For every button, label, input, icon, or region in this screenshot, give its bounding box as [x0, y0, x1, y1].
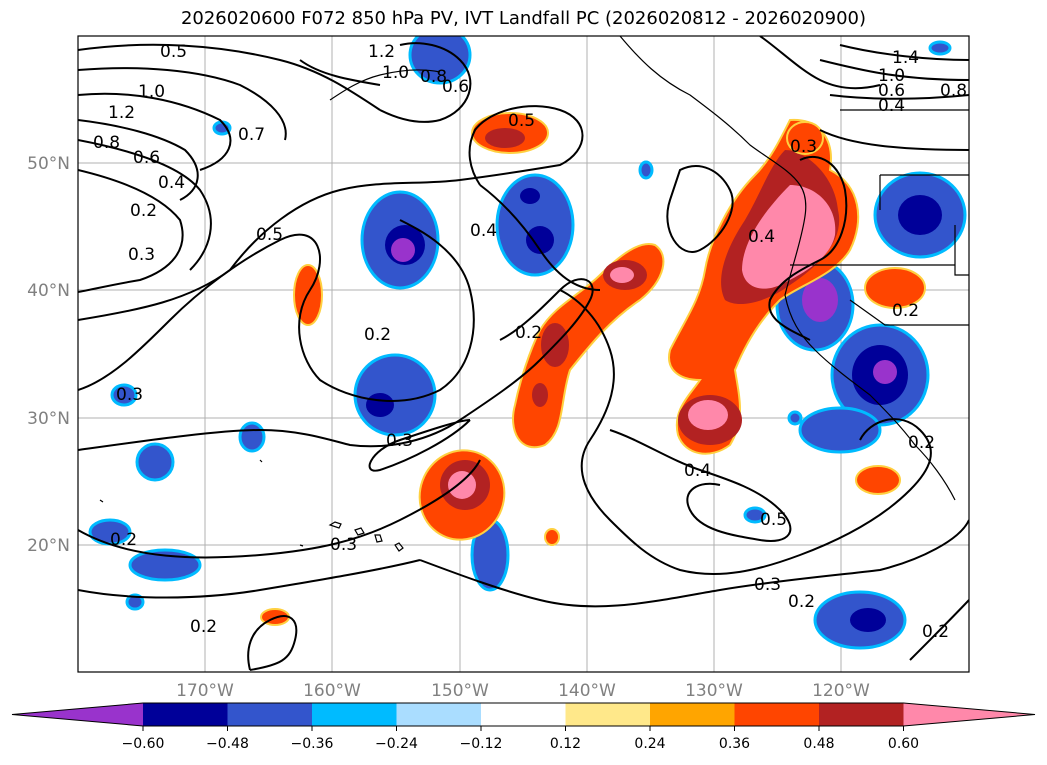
lon-label: 120°W [812, 681, 870, 701]
colorbar-segment [396, 703, 482, 726]
contour-label: 0.3 [128, 245, 155, 265]
lon-label: 140°W [558, 681, 616, 701]
colorbar-tick-label: 0.12 [550, 736, 581, 752]
colorbar-segment [819, 703, 904, 726]
lon-label: 150°W [431, 681, 489, 701]
map-title: 2026020600 F072 850 hPa PV, IVT Landfall… [180, 8, 867, 29]
latitude-labels: 50°N 40°N 30°N 20°N [27, 154, 70, 556]
colorbar-tick-label: 0.24 [634, 736, 665, 752]
contour-label: 1.0 [382, 63, 409, 83]
contour-label: 0.4 [748, 227, 775, 247]
lon-label: 160°W [303, 681, 361, 701]
contour-label: 0.8 [93, 133, 120, 153]
contour-label: 0.2 [130, 201, 157, 221]
colorbar-extend-high [903, 703, 1035, 726]
contour-label: 0.7 [238, 125, 265, 145]
lon-label: 130°W [685, 681, 743, 701]
contour-label: 0.4 [158, 173, 185, 193]
contour-label: 0.4 [470, 221, 497, 241]
contour-labels: 0.5 1.2 1.0 0.8 0.6 1.4 1.0 0.6 0.4 0.8 … [93, 42, 967, 642]
map-plot-area: 0.5 1.2 1.0 0.8 0.6 1.4 1.0 0.6 0.4 0.8 … [78, 36, 969, 672]
contour-label: 1.0 [138, 82, 165, 102]
contour-label: 0.6 [442, 77, 469, 97]
colorbar-tick-label: −0.12 [460, 736, 503, 752]
contour-label: 0.2 [788, 592, 815, 612]
contour-label: 0.5 [760, 510, 787, 530]
contour-label: 0.3 [754, 575, 781, 595]
positive-pv-shading [260, 112, 926, 626]
colorbar-segment [565, 703, 651, 726]
colorbar-segment [481, 703, 566, 726]
contour-label: 0.2 [515, 323, 542, 343]
contour-label: 0.2 [190, 617, 217, 637]
contour-label: 0.5 [508, 111, 535, 131]
contour-label: 0.3 [330, 535, 357, 555]
contour-label: 0.6 [133, 148, 160, 168]
contour-label: 1.4 [892, 48, 919, 68]
contour-label: 1.2 [108, 103, 135, 123]
colorbar-segment [143, 703, 228, 726]
contour-label: 0.3 [386, 431, 413, 451]
contour-label: 0.5 [160, 42, 187, 62]
colorbar-segment [227, 703, 313, 726]
pv-contours [78, 36, 969, 671]
colorbar-tick-label: 0.60 [888, 736, 919, 752]
lon-label: 170°W [176, 681, 234, 701]
lat-label: 30°N [27, 409, 70, 429]
colorbar-tick-label: 0.48 [803, 736, 834, 752]
lat-label: 40°N [27, 281, 70, 301]
contour-label: 0.2 [364, 325, 391, 345]
contour-label: 0.8 [940, 81, 967, 101]
contour-label: 0.2 [110, 530, 137, 550]
contour-label: 0.3 [116, 385, 143, 405]
colorbar-tick-label: −0.36 [291, 736, 334, 752]
contour-label: 1.2 [368, 42, 395, 62]
contour-label: 0.4 [878, 96, 905, 116]
colorbar-tick-label: −0.60 [122, 736, 165, 752]
lat-label: 50°N [27, 154, 70, 174]
colorbar-segment [650, 703, 735, 726]
contour-label: 0.6 [878, 81, 905, 101]
colorbar-segment [312, 703, 397, 726]
contour-label: 0.2 [922, 622, 949, 642]
lat-label: 20°N [27, 536, 70, 556]
contour-label: 0.8 [420, 67, 447, 87]
map-frame [77, 35, 970, 673]
colorbar: −0.60 −0.48 −0.36 −0.24 −0.12 0.12 0.24 0.36 0.4… [11, 702, 1036, 752]
colorbar-segment [734, 703, 820, 726]
colorbar-extend-low [12, 703, 143, 726]
contour-label: 0.2 [908, 433, 935, 453]
longitude-labels: 170°W 160°W 150°W 140°W 130°W 120°W [176, 681, 870, 701]
colorbar-tick-label: 0.36 [719, 736, 750, 752]
contour-label: 1.0 [878, 66, 905, 86]
contour-label: 0.3 [790, 137, 817, 157]
colorbar-tick-label: −0.48 [206, 736, 249, 752]
colorbar-tick-label: −0.24 [375, 736, 418, 752]
contour-label: 0.4 [684, 461, 711, 481]
contour-label: 0.2 [892, 301, 919, 321]
contour-label: 0.5 [256, 225, 283, 245]
